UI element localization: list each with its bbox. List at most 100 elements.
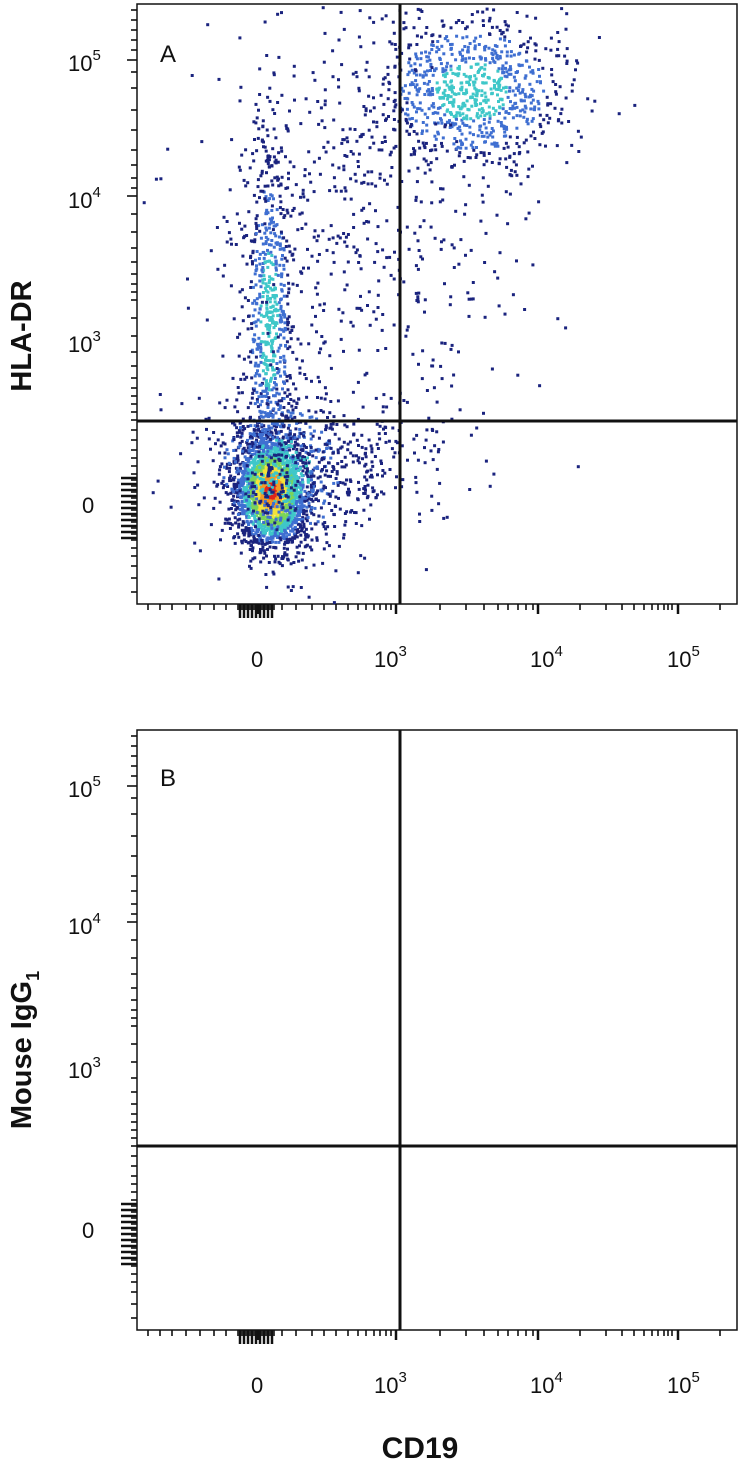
- event-dot: [303, 168, 307, 172]
- event-dot: [494, 109, 498, 113]
- event-dot: [389, 174, 393, 178]
- event-dot: [474, 36, 478, 40]
- event-dot: [487, 46, 491, 50]
- event-dot: [279, 316, 283, 320]
- event-dot: [483, 91, 487, 95]
- event-dot: [253, 495, 257, 499]
- event-dot: [520, 63, 524, 67]
- event-dot: [259, 350, 263, 354]
- event-dot: [370, 450, 374, 454]
- event-dot: [321, 515, 325, 519]
- event-dot: [409, 43, 413, 47]
- event-dot: [276, 525, 280, 529]
- event-dot: [264, 358, 267, 362]
- event-dot: [269, 471, 273, 475]
- event-dot: [346, 140, 350, 144]
- event-dot: [504, 90, 508, 94]
- event-dot: [271, 304, 275, 308]
- event-dot: [261, 281, 265, 285]
- event-dot: [302, 525, 306, 529]
- event-dot: [415, 110, 418, 114]
- event-dot: [515, 142, 519, 145]
- event-dot: [502, 86, 505, 90]
- event-dot: [422, 157, 426, 161]
- event-dot: [356, 380, 360, 384]
- event-dot: [336, 234, 340, 238]
- event-dot: [247, 527, 251, 530]
- event-dot: [370, 135, 374, 139]
- event-dot: [273, 489, 277, 492]
- event-dot: [270, 513, 274, 517]
- event-dot: [254, 482, 258, 486]
- event-dot: [383, 140, 387, 143]
- event-dot: [334, 569, 338, 573]
- event-dot: [432, 105, 436, 109]
- event-dot: [228, 476, 232, 480]
- event-dot: [343, 465, 347, 469]
- event-dot: [279, 356, 283, 360]
- event-dot: [327, 237, 331, 241]
- event-dot: [341, 128, 345, 132]
- event-dot: [273, 524, 276, 528]
- panel-a-dots: [142, 6, 637, 605]
- event-dot: [421, 121, 425, 124]
- event-dot: [282, 294, 286, 298]
- event-dot: [415, 433, 419, 437]
- event-dot: [273, 468, 277, 472]
- event-dot: [180, 402, 184, 406]
- event-dot: [235, 398, 239, 402]
- event-dot: [291, 527, 295, 531]
- event-dot: [257, 483, 261, 487]
- event-dot: [302, 432, 306, 436]
- event-dot: [260, 497, 264, 501]
- event-dot: [415, 83, 419, 87]
- event-dot: [356, 571, 360, 575]
- event-dot: [279, 374, 282, 378]
- event-dot: [251, 391, 255, 395]
- event-dot: [259, 560, 263, 564]
- event-dot: [460, 143, 464, 147]
- event-dot: [326, 416, 329, 419]
- event-dot: [521, 108, 525, 112]
- event-dot: [439, 117, 442, 121]
- event-dot: [255, 453, 259, 457]
- event-dot: [496, 57, 500, 61]
- event-dot: [322, 302, 326, 306]
- event-dot: [457, 65, 461, 68]
- event-dot: [283, 256, 287, 260]
- event-dot: [265, 171, 268, 175]
- event-dot: [267, 484, 271, 487]
- event-dot: [326, 525, 330, 529]
- event-dot: [233, 503, 237, 507]
- event-dot: [352, 422, 356, 426]
- event-dot: [256, 136, 260, 140]
- event-dot: [252, 431, 256, 435]
- event-dot: [445, 72, 449, 76]
- event-dot: [236, 335, 240, 339]
- event-dot: [484, 81, 488, 85]
- event-dot: [331, 251, 335, 255]
- event-dot: [633, 103, 637, 107]
- event-dot: [482, 24, 485, 27]
- event-dot: [238, 332, 242, 336]
- event-dot: [342, 168, 346, 172]
- event-dot: [491, 135, 495, 139]
- event-dot: [538, 74, 541, 78]
- event-dot: [244, 148, 248, 152]
- event-dot: [262, 274, 266, 278]
- event-dot: [474, 156, 478, 159]
- event-dot: [207, 416, 211, 420]
- event-dot: [236, 493, 240, 497]
- event-dot: [223, 456, 227, 460]
- event-dot: [278, 247, 282, 251]
- event-dot: [252, 445, 256, 449]
- event-dot: [288, 432, 292, 436]
- event-dot: [452, 92, 456, 96]
- event-dot: [266, 522, 270, 526]
- event-dot: [407, 169, 411, 173]
- event-dot: [290, 495, 294, 499]
- event-dot: [305, 505, 309, 509]
- event-dot: [310, 478, 313, 482]
- event-dot: [239, 496, 243, 500]
- event-dot: [260, 477, 264, 481]
